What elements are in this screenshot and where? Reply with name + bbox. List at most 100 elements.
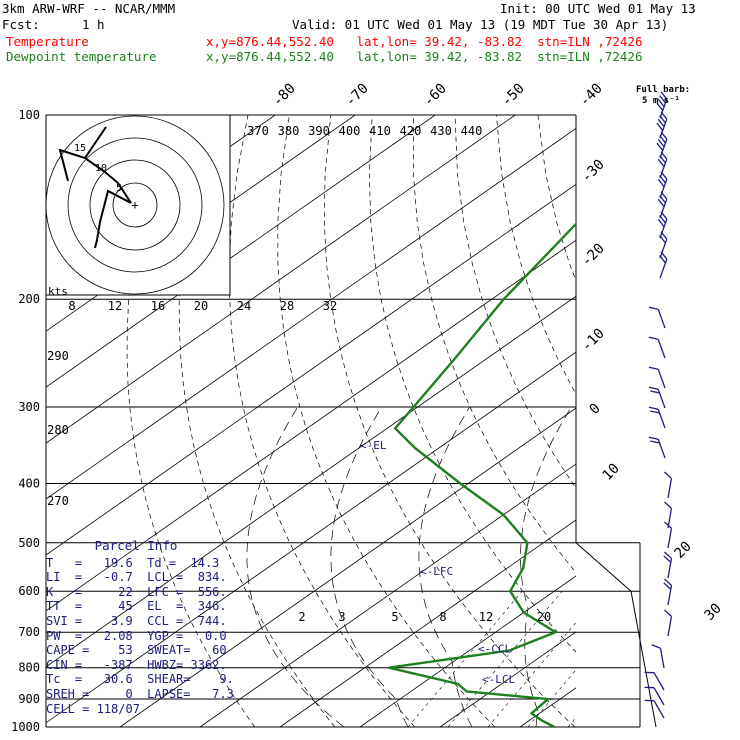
dry-adiabat [368,115,576,653]
isotherm-line [199,463,576,727]
wind-barb [659,251,668,279]
pressure-tick-label: 1000 [11,720,40,734]
theta-label: 440 [461,124,483,138]
hodograph-speed-label: 32 [323,299,337,313]
theta-label: 400 [339,124,361,138]
level-annotation: <-CCL [478,642,511,655]
level-annotation: <-LFC [420,565,453,578]
dry-adiabat [178,115,336,727]
dewpoint-profile-line [388,222,576,727]
mixing-ratio-line [407,591,523,727]
parcel-row: SVI = 3.9 CCL = 744. [46,613,227,628]
wind-barb [656,91,668,119]
mixing-ratio-line [527,669,576,727]
isotherm-label: 0 [587,401,604,418]
isotherm-line [46,115,436,388]
legend-dewpoint: Dewpoint temperature [6,49,157,64]
parcel-row: SREH = 0 LAPSE= 7.3 [46,686,234,701]
wind-barb [657,151,668,179]
theta-e-label: 280 [47,423,69,437]
moist-adiabat [600,407,700,727]
mixing-ratio-label: 5 [391,610,398,624]
wind-barb [644,699,665,719]
pressure-tick-label: 600 [18,584,40,598]
forecast-hour: 1 h [82,17,105,32]
wind-barb [648,336,666,359]
isotherm-label: -40 [577,81,606,110]
moist-adiabat [418,406,473,727]
isotherm-label: 20 [672,539,695,562]
isotherm-label: -80 [270,81,299,110]
hodograph-ring-label: 15 [74,143,86,154]
parcel-row: T = 19.6 Td = 14.3 [46,555,220,570]
moist-adiabat [664,407,740,727]
dry-adiabat [228,115,416,727]
isotherm-line [680,115,740,727]
isotherm-line [600,115,740,727]
level-annotation: <-LCL [482,673,515,686]
parcel-info-panel: Parcel Info T = 19.6 Td = 14.3 LI = -0.7… [46,538,234,716]
pressure-tick-label: 500 [18,536,40,550]
chart-right-border [575,115,657,728]
mixing-ratio-label: 12 [479,610,493,624]
valid-time: Valid: 01 UTC Wed 01 May 13 (19 MDT Tue … [292,17,669,32]
theta-label: 390 [308,124,330,138]
pressure-tick-label: 900 [18,692,40,706]
parcel-row: CIN = -387 HWBZ= 3362. [46,657,227,672]
barb-legend-line1: Full barb: [636,85,690,95]
isotherm-line [46,183,576,556]
wind-barb [656,131,668,159]
theta-label: 370 [247,124,269,138]
mixing-ratio-label: 20 [537,610,551,624]
mixing-ratio-label: 2 [298,610,305,624]
dry-adiabat [704,115,740,727]
wind-barb [657,191,668,219]
pressure-tick-label: 800 [18,661,40,675]
dry-adiabat [579,115,740,727]
parcel-row: Tc = 30.6 SHEAR= 9. [46,672,234,687]
isotherm-label: 30 [702,601,725,624]
mixing-ratio-label: 3 [338,610,345,624]
hodograph-speed-label: 16 [151,299,165,313]
dry-adiabat [126,115,256,727]
hodograph-ring [45,115,225,295]
isotherm-label: -30 [579,157,608,186]
hodograph-frame [45,114,231,296]
hodograph-trace [58,148,132,204]
hodograph-speed-label: 8 [68,299,75,313]
hodograph-speed-label: 20 [194,299,208,313]
hodograph-ring-label: 5 [116,183,122,194]
hodograph-ring [89,159,181,251]
wind-barb [656,111,668,139]
level-annotation: <-EL [360,439,387,452]
pressure-tick-label: 300 [18,400,40,414]
wind-barb [648,366,666,389]
init-time: Init: 00 UTC Wed 01 May 13 [500,1,696,16]
wind-barb [648,386,666,409]
wind-barb [644,686,665,706]
moist-adiabat [246,406,345,727]
temperature-location: x,y=876.44,552.40 lat,lon= 39.42, -83.82… [206,34,643,49]
theta-label: 430 [430,124,452,138]
theta-label: 380 [278,124,300,138]
isotherm-label: -60 [421,81,450,110]
hodograph-speed-label: 24 [237,299,251,313]
dry-adiabat [323,115,576,727]
isotherm-label: -10 [579,326,608,355]
isotherm-label: -70 [343,81,372,110]
wind-barb [648,436,666,459]
parcel-info-title: Parcel Info [94,538,178,553]
mixing-ratio-line [487,621,576,727]
barb-legend-line2: 5 m s⁻¹ [642,96,680,106]
wind-barb [644,671,665,691]
theta-label: 410 [369,124,391,138]
parcel-row: CELL = 118/07 [46,701,140,716]
isotherm-line [46,351,576,724]
isotherm-line [46,295,576,668]
wind-barb [651,644,665,669]
legend-temperature: Temperature [6,34,89,49]
mixing-ratio-line [447,591,563,727]
parcel-row: TT = 45 EL = 346. [46,599,227,614]
theta-e-label: 270 [47,494,69,508]
dewpoint-location: x,y=876.44,552.40 lat,lon= 39.42, -83.82… [206,49,643,64]
